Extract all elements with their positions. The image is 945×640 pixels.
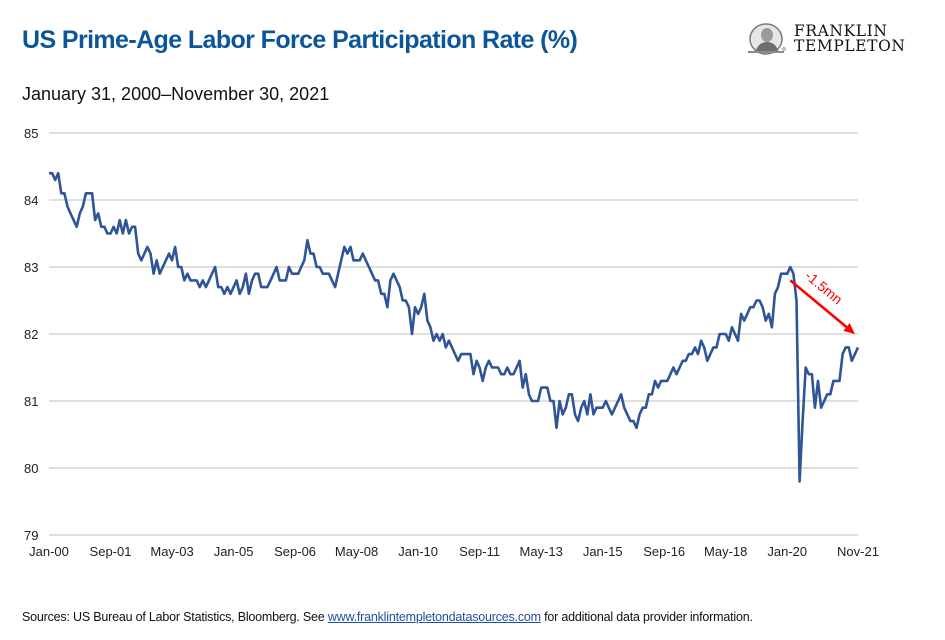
chart-title: US Prime-Age Labor Force Participation R… <box>22 26 578 54</box>
x-tick-label: Jan-05 <box>214 544 254 559</box>
x-tick-label: Sep-01 <box>90 544 132 559</box>
annotation-arrowhead <box>843 323 855 334</box>
x-tick-label: Sep-06 <box>274 544 316 559</box>
x-axis-ticks: Jan-00 Sep-01 May-03 Jan-05 Sep-06 May-08 Jan-… <box>29 544 879 559</box>
annotation-arrow-group: -1.5mn <box>789 267 855 334</box>
x-tick-label: May-13 <box>519 544 562 559</box>
logo-line-1: FRANKLIN <box>794 22 888 40</box>
source-prefix: Sources: US Bureau of Labor Statistics, … <box>22 610 328 624</box>
y-tick-label: 80 <box>24 461 38 476</box>
x-tick-label: Sep-11 <box>459 544 500 559</box>
x-tick-label: Jan-10 <box>398 544 438 559</box>
y-tick-label: 82 <box>24 327 38 342</box>
series-line <box>49 171 860 483</box>
logo-line-2: TEMPLETON <box>794 37 906 55</box>
y-axis-ticks: 85 84 83 82 81 80 79 <box>24 126 38 543</box>
x-tick-label: May-08 <box>335 544 378 559</box>
x-tick-label: Jan-20 <box>767 544 807 559</box>
data-sources-link[interactable]: www.franklintempletondatasources.com <box>327 610 541 624</box>
x-tick-label: Sep-16 <box>643 544 685 559</box>
y-tick-label: 79 <box>24 528 38 543</box>
y-tick-label: 81 <box>24 394 38 409</box>
chart-subtitle: January 31, 2000–November 30, 2021 <box>22 84 330 104</box>
x-tick-label: May-18 <box>704 544 747 559</box>
annotation-label: -1.5mn <box>802 267 846 307</box>
source-suffix: for additional data provider information… <box>540 610 753 624</box>
benjamin-franklin-medallion-icon <box>748 23 786 55</box>
x-tick-label: May-03 <box>150 544 193 559</box>
y-tick-label: 83 <box>24 260 38 275</box>
x-tick-label: Jan-15 <box>583 544 623 559</box>
y-tick-label: 84 <box>24 193 38 208</box>
x-tick-label: Jan-00 <box>29 544 69 559</box>
source-note: Sources: US Bureau of Labor Statistics, … <box>22 610 753 624</box>
gridlines <box>49 132 858 536</box>
franklin-templeton-logo: FRANKLIN TEMPLETON <box>744 22 906 56</box>
x-tick-label: Nov-21 <box>837 544 879 559</box>
annotation-arrow <box>789 279 848 328</box>
y-tick-label: 85 <box>24 126 38 141</box>
